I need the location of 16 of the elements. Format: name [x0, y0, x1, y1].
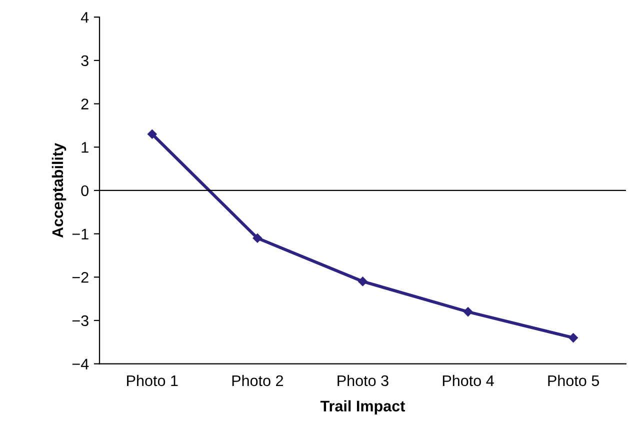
y-tick-label: 0 [81, 185, 88, 196]
y-tick-label: −3 [72, 315, 88, 326]
x-tick-label: Photo 5 [548, 374, 599, 386]
x-tick-label: Photo 4 [442, 374, 494, 386]
y-tick-label: 1 [82, 142, 88, 153]
y-axis-title: Acceptability [52, 142, 66, 238]
x-tick-label: Photo 2 [232, 374, 284, 386]
y-tick-label: 3 [81, 55, 88, 66]
y-tick-label: 2 [81, 98, 88, 110]
y-tick-label: −4 [72, 358, 89, 370]
x-tick-label: Photo 3 [338, 374, 388, 386]
y-tick-label: −1 [72, 228, 88, 240]
y-tick-label: 4 [80, 12, 89, 23]
y-tick-label: −2 [72, 272, 88, 283]
x-axis-title: Trail Impact [320, 400, 405, 415]
x-tick-label: Photo 1 [127, 374, 178, 386]
